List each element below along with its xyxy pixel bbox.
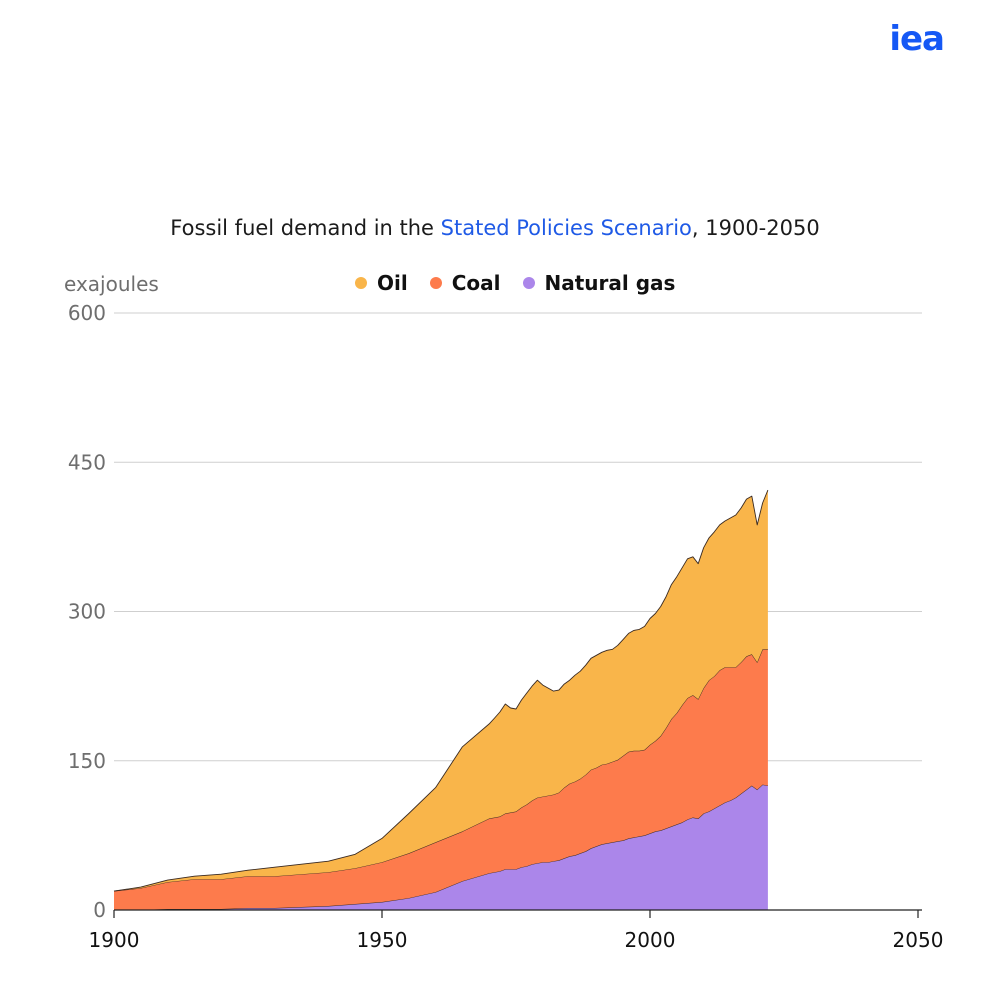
x-tick-label: 2000 xyxy=(625,928,676,952)
legend-oil-dot xyxy=(355,277,367,289)
legend-gas-dot xyxy=(522,277,535,289)
title-suffix: , 1900-2050 xyxy=(691,216,820,240)
x-tick-label: 1900 xyxy=(89,928,140,952)
area-natural-gas xyxy=(114,784,768,910)
iea-logo: iea xyxy=(889,19,945,59)
legend-item-oil: Oil xyxy=(355,271,408,295)
y-axis-unit-label: exajoules xyxy=(64,272,159,296)
y-tick-label: 600 xyxy=(68,301,106,325)
title-link-stated-policies[interactable]: Stated Policies Scenario xyxy=(440,216,692,240)
area-oil xyxy=(114,490,768,892)
legend-coal-dot xyxy=(429,277,442,289)
x-tick-label: 1950 xyxy=(357,928,408,952)
legend-coal-label: Coal xyxy=(451,271,501,295)
legend-gas-label: Natural gas xyxy=(544,271,676,295)
line-oil xyxy=(113,489,769,892)
chart-legend: Oil Coal Natural gas xyxy=(355,271,697,295)
y-tick-label: 0 xyxy=(93,898,106,922)
legend-item-coal: Coal xyxy=(429,271,501,295)
legend-oil-label: Oil xyxy=(377,271,408,295)
legend-item-natural-gas: Natural gas xyxy=(522,271,676,295)
y-tick-label: 300 xyxy=(68,600,106,624)
x-tick-label: 2050 xyxy=(893,928,944,952)
title-prefix: Fossil fuel demand in the xyxy=(170,216,441,240)
y-tick-label: 450 xyxy=(68,450,106,474)
area-coal xyxy=(114,649,768,910)
chart-title: Fossil fuel demand in the Stated Policie… xyxy=(0,216,990,240)
y-tick-label: 150 xyxy=(68,749,106,773)
